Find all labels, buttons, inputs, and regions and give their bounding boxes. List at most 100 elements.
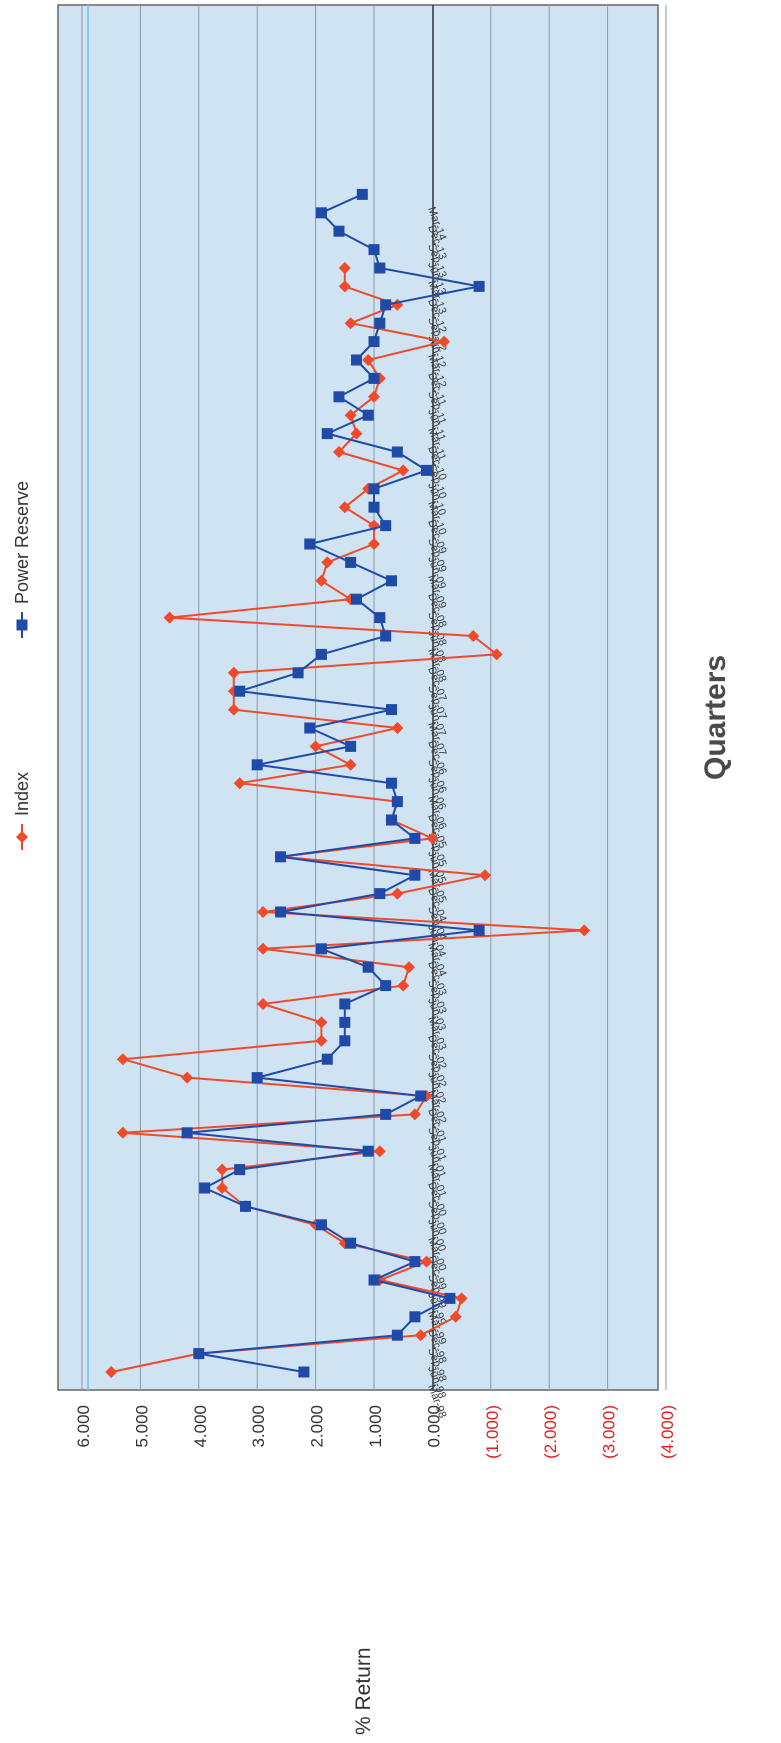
gridlines <box>81 5 667 1390</box>
point-power-reserve <box>386 704 398 716</box>
point-power-reserve <box>345 556 357 568</box>
point-power-reserve <box>339 1016 351 1028</box>
point-power-reserve <box>374 262 386 274</box>
point-power-reserve <box>181 1127 193 1139</box>
point-index <box>373 1145 386 1158</box>
point-power-reserve <box>368 244 380 256</box>
point-power-reserve <box>409 832 421 844</box>
point-power-reserve <box>380 299 392 311</box>
point-index <box>16 831 28 843</box>
point-index <box>315 1016 328 1029</box>
point-power-reserve <box>304 538 316 550</box>
point-power-reserve <box>345 740 357 752</box>
y-tick-label: (3.000) <box>600 1405 619 1459</box>
point-index <box>309 740 322 753</box>
point-power-reserve <box>251 1072 263 1084</box>
point-index <box>449 1310 462 1323</box>
point-index <box>338 262 351 274</box>
point-power-reserve <box>368 372 380 384</box>
point-index <box>490 648 503 661</box>
point-index <box>467 630 480 642</box>
point-power-reserve <box>374 317 386 329</box>
y-tick-label: 5.000 <box>132 1405 151 1448</box>
point-index <box>426 832 439 845</box>
point-power-reserve <box>292 667 304 679</box>
point-power-reserve <box>16 619 28 631</box>
point-power-reserve <box>240 1200 252 1212</box>
point-power-reserve <box>368 336 380 348</box>
point-index <box>455 1292 468 1305</box>
point-index <box>344 758 357 771</box>
point-index <box>368 390 380 403</box>
point-power-reserve <box>391 796 403 808</box>
point-index <box>338 280 351 293</box>
point-power-reserve <box>339 998 351 1010</box>
point-index <box>403 961 416 974</box>
point-power-reserve <box>251 759 263 771</box>
point-power-reserve <box>415 1090 427 1102</box>
point-index <box>116 1126 129 1139</box>
y-tick-label: (1.000) <box>483 1405 502 1459</box>
point-index <box>391 722 404 734</box>
plot-area <box>57 4 659 1391</box>
y-tick-label: 6.000 <box>74 1405 93 1448</box>
point-power-reserve <box>374 612 386 624</box>
point-index <box>478 869 491 882</box>
x-axis-label: Quarters <box>699 655 732 780</box>
point-index <box>420 1255 433 1268</box>
y-tick-label: 4.000 <box>191 1405 210 1448</box>
point-power-reserve <box>362 409 374 421</box>
point-power-reserve <box>386 575 398 587</box>
y-tick-label: 2.000 <box>308 1405 327 1448</box>
point-power-reserve <box>391 446 403 458</box>
point-power-reserve <box>368 1274 380 1286</box>
point-power-reserve <box>409 869 421 881</box>
legend-label: Power Reserve <box>12 481 32 604</box>
point-power-reserve <box>391 1329 403 1341</box>
point-power-reserve <box>374 888 386 900</box>
point-power-reserve <box>315 1219 327 1231</box>
y-tick-label: (4.000) <box>658 1405 677 1459</box>
point-power-reserve <box>380 630 392 642</box>
point-index <box>397 979 410 992</box>
point-index <box>350 427 363 440</box>
point-index <box>227 666 240 679</box>
point-power-reserve <box>275 906 287 918</box>
legend-label: Index <box>12 772 32 816</box>
point-power-reserve <box>275 851 287 863</box>
point-power-reserve <box>409 1311 421 1323</box>
legend-entry: Index <box>12 772 32 850</box>
point-index <box>257 998 270 1010</box>
point-index <box>257 906 270 918</box>
point-power-reserve <box>339 1035 351 1047</box>
legend: Index Power Reserve <box>12 481 32 850</box>
point-index <box>344 317 357 330</box>
point-index <box>216 1182 229 1194</box>
point-power-reserve <box>315 943 327 955</box>
point-power-reserve <box>409 1256 421 1268</box>
point-index <box>362 354 375 366</box>
series-layer <box>105 188 591 1378</box>
point-index <box>321 556 334 569</box>
point-power-reserve <box>362 961 374 973</box>
point-index <box>332 446 345 458</box>
point-power-reserve <box>380 520 392 532</box>
point-power-reserve <box>345 1237 357 1249</box>
point-power-reserve <box>368 483 380 495</box>
point-index <box>105 1366 118 1378</box>
legend-entry: Power Reserve <box>12 481 32 638</box>
point-index <box>216 1163 229 1176</box>
point-index <box>391 887 404 900</box>
point-power-reserve <box>473 280 485 292</box>
point-power-reserve <box>304 722 316 734</box>
point-power-reserve <box>234 1164 246 1176</box>
point-power-reserve <box>193 1348 205 1360</box>
series-power-reserve <box>181 188 485 1378</box>
point-power-reserve <box>333 225 345 237</box>
point-index <box>315 1034 328 1047</box>
point-power-reserve <box>362 1145 374 1157</box>
point-power-reserve <box>234 685 246 697</box>
point-index <box>257 942 270 955</box>
point-index <box>578 924 591 937</box>
